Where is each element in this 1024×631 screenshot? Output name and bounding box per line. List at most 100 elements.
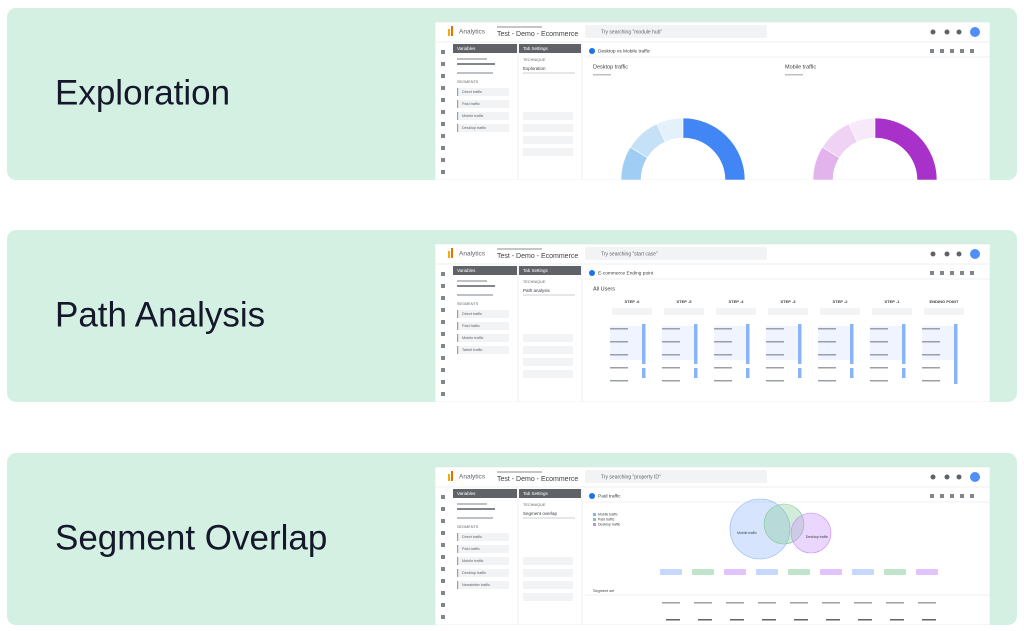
placeholder: [457, 280, 487, 282]
segment-chip: [457, 346, 509, 354]
technique: Path analysis: [523, 288, 551, 293]
col-label: [662, 602, 680, 604]
nav-icon: [441, 110, 445, 114]
cell: [730, 619, 744, 621]
node-label: [610, 328, 628, 330]
step-select: [924, 308, 964, 315]
property: Test - Demo - Ecommerce: [497, 253, 578, 260]
nav-icon: [441, 50, 445, 54]
setting-chip: [523, 557, 573, 565]
breadcrumb: [497, 248, 542, 250]
nav-icon: [441, 392, 445, 396]
nav-icon: [441, 356, 445, 360]
nav-icon: [441, 579, 445, 583]
nav-icon: [441, 86, 445, 90]
placeholder: [593, 74, 611, 76]
pill: [916, 569, 938, 575]
node-label: [714, 380, 732, 382]
node-label: [662, 380, 680, 382]
setting-chip: [523, 346, 573, 354]
placeholder: [457, 503, 487, 505]
node-label: [870, 328, 888, 330]
panel-title: Variables: [457, 46, 476, 51]
node-label: [766, 380, 784, 382]
icon: [930, 29, 936, 35]
segment-chip: [457, 581, 509, 589]
search-box: [585, 470, 767, 483]
node-label: [870, 380, 888, 382]
node-label: [922, 380, 940, 382]
node-bar: [850, 324, 854, 364]
node-bar: [902, 324, 906, 364]
col-label: [758, 602, 776, 604]
segment-chip: [457, 88, 509, 96]
node-label: [714, 354, 732, 356]
nav-icon: [441, 519, 445, 523]
pill: [788, 569, 810, 575]
segment-chip: [457, 533, 509, 541]
chip-edge: [457, 346, 459, 354]
placeholder: [457, 294, 493, 296]
node-label: [714, 328, 732, 330]
step-select: [768, 308, 808, 315]
nav-icon: [441, 170, 445, 174]
tool-icon: [950, 494, 954, 498]
nav-icon: [441, 344, 445, 348]
chip-edge: [457, 557, 459, 565]
segment-name: Mobile traffic: [462, 114, 484, 118]
legend-label: Desktop traffic: [598, 522, 621, 526]
icon: [956, 474, 962, 480]
tool-icon: [940, 49, 944, 53]
technique: Exploration: [523, 66, 546, 71]
tool-icon: [970, 271, 974, 275]
setting-chip: [523, 334, 573, 342]
nav-icon: [441, 543, 445, 547]
setting-chip: [523, 124, 573, 132]
segment-name: Direct traffic: [462, 90, 482, 94]
tool-icon: [930, 494, 934, 498]
node-label: [922, 341, 940, 343]
node-label: [870, 367, 888, 369]
chip-edge: [457, 334, 459, 342]
cell: [794, 619, 808, 621]
panel-title: Variables: [457, 491, 476, 496]
nav-icon: [441, 158, 445, 162]
step-select: [664, 308, 704, 315]
section-label: SEGMENTS: [457, 80, 479, 84]
legend-label: Mobile traffic: [598, 512, 618, 516]
step-header: STEP -3: [780, 299, 796, 304]
placeholder: [457, 285, 495, 287]
pill: [884, 569, 906, 575]
node-label: [766, 341, 784, 343]
section-label: SEGMENTS: [457, 525, 479, 529]
node-label: [610, 354, 628, 356]
icon: [944, 474, 950, 480]
panel-header: [453, 489, 517, 498]
node-label: [662, 367, 680, 369]
node-label: [870, 341, 888, 343]
section-label: TECHNIQUE: [523, 58, 546, 62]
legend-swatch: [593, 518, 596, 521]
nav-icon: [441, 404, 445, 408]
tool-icon: [950, 271, 954, 275]
node-label: [922, 367, 940, 369]
venn-circle: [763, 503, 805, 545]
node-label: [766, 367, 784, 369]
segment-name: Paid traffic: [462, 102, 480, 106]
segment-chip: [457, 124, 509, 132]
icon: [944, 29, 950, 35]
nav-icon: [441, 134, 445, 138]
col-label: [790, 602, 808, 604]
avatar: [970, 249, 980, 259]
panel-header: [519, 266, 581, 275]
nav-icon: [441, 495, 445, 499]
node-bar: [954, 324, 958, 384]
segment-chip: [457, 322, 509, 330]
section-label: TECHNIQUE: [523, 280, 546, 284]
step-select: [820, 308, 860, 315]
tool-icon: [930, 49, 934, 53]
step-header: STEP -1: [884, 299, 900, 304]
segment-chip: [457, 545, 509, 553]
icon: [956, 29, 962, 35]
